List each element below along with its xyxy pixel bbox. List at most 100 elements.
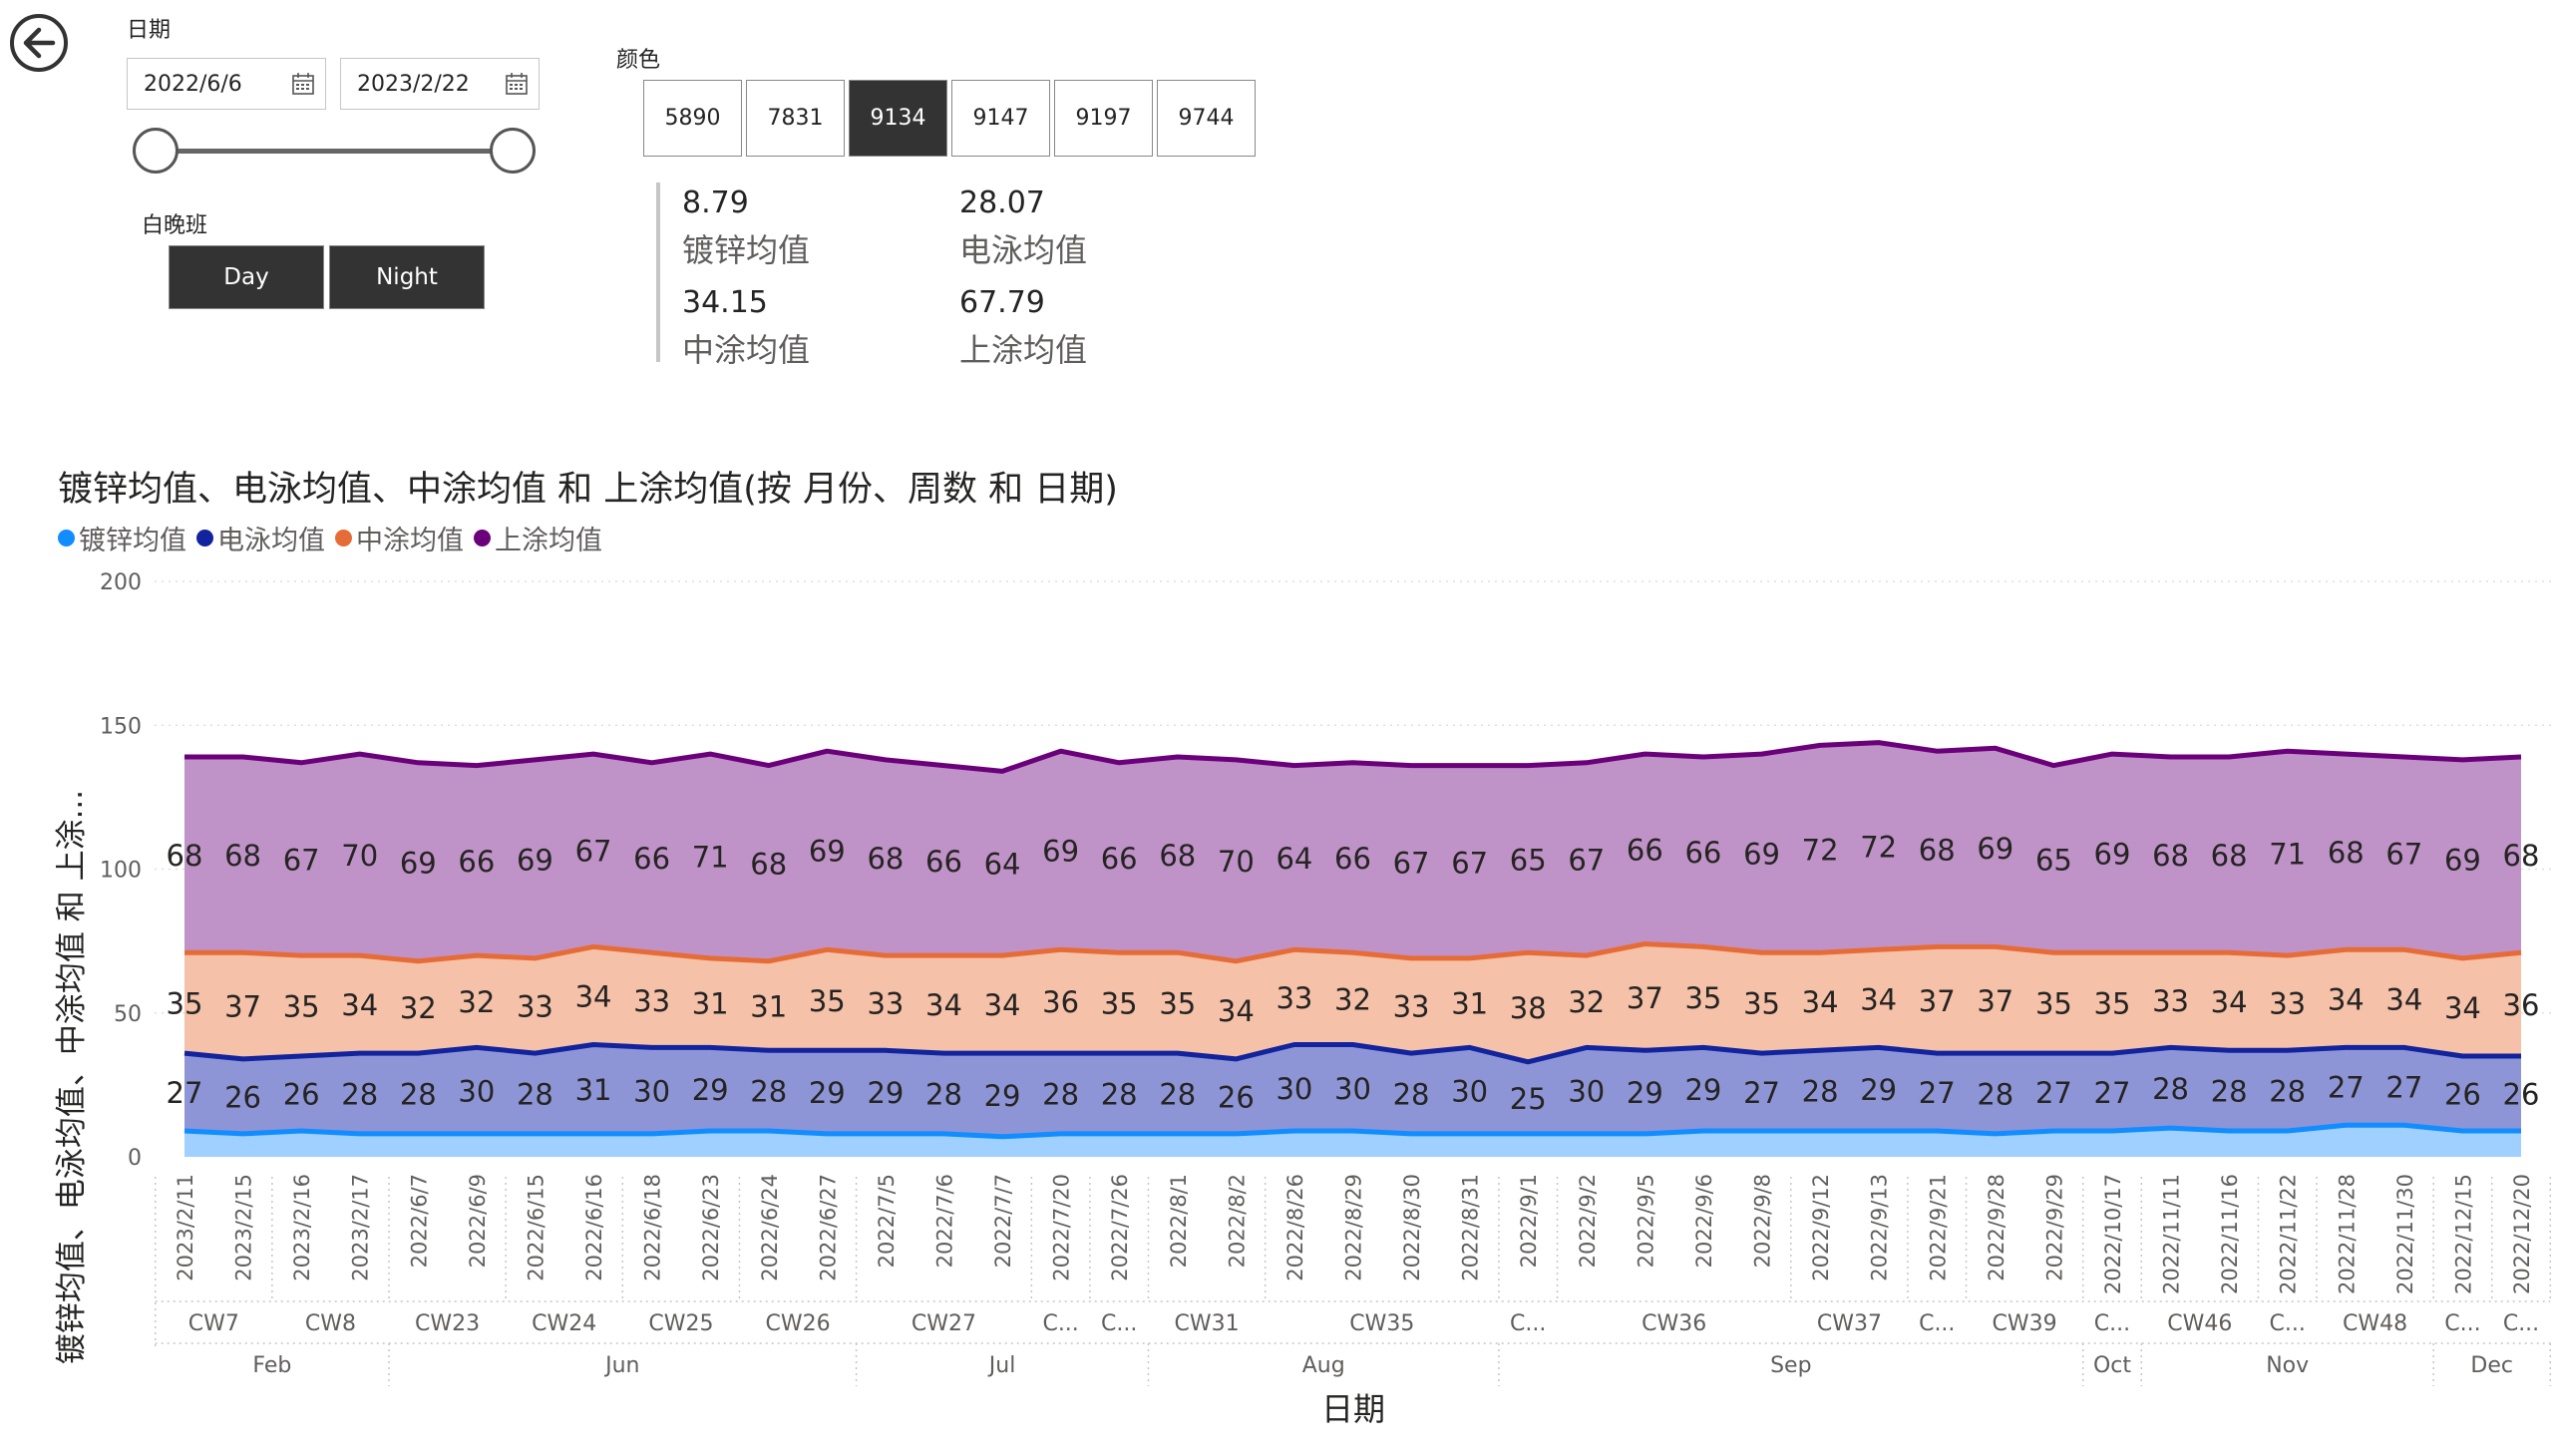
x-tick-label: 2022/6/27	[816, 1174, 840, 1281]
x-tick-label: 2022/9/2	[1576, 1174, 1600, 1268]
chart-legend: 镀锌均值 电泳均值 中涂均值 上涂均值	[58, 519, 612, 557]
data-label-mid: 33	[517, 990, 553, 1024]
data-label-mid: 32	[400, 991, 437, 1025]
data-label-top: 69	[517, 843, 553, 877]
end-date-input[interactable]: 2023/2/22	[340, 58, 540, 110]
legend-item-galv[interactable]: 镀锌均值	[58, 519, 186, 557]
month-group-label: Dec	[2470, 1353, 2513, 1378]
legend-label-galv: 镀锌均值	[79, 526, 186, 556]
data-label-mid: 34	[2385, 982, 2422, 1016]
color-option-9197[interactable]: 9197	[1054, 80, 1153, 157]
data-label-mid: 35	[1684, 981, 1721, 1015]
data-label-top: 66	[1334, 842, 1371, 876]
data-label-top: 71	[692, 841, 729, 875]
date-range-start-handle[interactable]	[133, 128, 179, 174]
data-label-ecoat: 31	[575, 1073, 612, 1107]
x-tick-label: 2022/9/21	[1926, 1174, 1950, 1281]
shift-day-button[interactable]: Day	[169, 245, 324, 309]
data-label-ecoat: 28	[341, 1078, 378, 1112]
x-tick-label: 2022/8/30	[1400, 1174, 1424, 1281]
data-label-top: 69	[1042, 835, 1079, 869]
data-label-ecoat: 29	[984, 1079, 1021, 1113]
data-label-ecoat: 27	[167, 1076, 203, 1110]
color-option-7831[interactable]: 7831	[746, 80, 845, 157]
calendar-icon[interactable]	[291, 72, 315, 96]
data-label-ecoat: 28	[1393, 1078, 1430, 1112]
data-label-ecoat: 30	[1334, 1072, 1371, 1106]
line-ecoat	[183, 1042, 2521, 1065]
data-label-mid: 32	[1334, 982, 1371, 1016]
x-tick-label: 2022/12/20	[2510, 1174, 2534, 1294]
data-label-ecoat: 27	[1919, 1076, 1956, 1110]
calendar-icon[interactable]	[505, 72, 529, 96]
end-date-value: 2023/2/22	[357, 71, 470, 97]
week-group-label: CW46	[2167, 1311, 2232, 1336]
data-label-top: 70	[1218, 845, 1255, 879]
week-group-label: C...	[2094, 1311, 2130, 1336]
data-label-mid: 35	[809, 984, 846, 1018]
x-tick-label: 2022/8/1	[1167, 1174, 1191, 1268]
data-label-ecoat: 26	[283, 1078, 320, 1112]
data-label-ecoat: 28	[2269, 1075, 2306, 1109]
back-button[interactable]	[8, 12, 70, 74]
legend-item-top[interactable]: 上涂均值	[474, 519, 602, 557]
color-option-9744[interactable]: 9744	[1157, 80, 1256, 157]
data-label-top: 69	[2444, 843, 2481, 877]
color-option-5890[interactable]: 5890	[643, 80, 742, 157]
month-group-label: Aug	[1302, 1353, 1345, 1378]
color-filter-label: 颜色	[616, 48, 661, 73]
data-label-ecoat: 28	[1042, 1078, 1079, 1112]
data-label-ecoat: 29	[692, 1073, 729, 1107]
data-label-mid: 34	[2328, 982, 2365, 1016]
month-group-label: Feb	[252, 1353, 291, 1378]
x-tick-label: 2022/6/18	[641, 1174, 665, 1281]
data-label-mid: 33	[2269, 987, 2306, 1021]
data-label-top: 68	[2503, 839, 2540, 873]
kpi-mid-label: 中涂均值	[682, 331, 811, 369]
month-group-label: Jul	[987, 1353, 1016, 1378]
data-label-mid: 34	[1860, 982, 1897, 1016]
x-tick-label: 2022/8/31	[1459, 1174, 1483, 1281]
data-label-mid: 34	[2211, 985, 2248, 1019]
data-label-ecoat: 25	[1510, 1082, 1547, 1116]
data-label-top: 67	[1568, 843, 1605, 877]
legend-label-mid: 中涂均值	[356, 526, 464, 556]
data-label-top: 66	[1101, 842, 1138, 876]
date-range-end-handle[interactable]	[490, 128, 536, 174]
data-label-ecoat: 29	[1684, 1073, 1721, 1107]
start-date-input[interactable]: 2022/6/6	[127, 58, 326, 110]
data-label-top: 68	[1919, 833, 1956, 867]
kpi-mid-value: 34.15	[682, 285, 768, 320]
chart-data-labels: 27 26 26 28 28 30 28 31 30 29 28 29 29 28 29 28 28 28 26 30…	[167, 830, 2540, 1115]
color-option-9147[interactable]: 9147	[951, 80, 1050, 157]
data-label-top: 65	[2035, 843, 2072, 877]
data-label-ecoat: 27	[2035, 1076, 2072, 1110]
data-label-mid: 35	[1743, 987, 1780, 1021]
data-label-top: 69	[400, 846, 437, 880]
color-option-9134[interactable]: 9134	[849, 80, 947, 157]
data-label-mid: 31	[692, 987, 729, 1021]
data-label-mid: 35	[283, 990, 320, 1024]
legend-item-mid[interactable]: 中涂均值	[335, 519, 464, 557]
x-tick-label: 2023/2/15	[232, 1174, 256, 1281]
shift-night-button[interactable]: Night	[329, 245, 485, 309]
y-axis: 0 50 100 150 200	[100, 570, 142, 1171]
legend-label-top: 上涂均值	[495, 526, 602, 556]
week-group-label: CW37	[1817, 1311, 1882, 1336]
y-tick-label: 200	[100, 570, 142, 595]
stacked-area-chart[interactable]: 27 26 26 28 28 30 28 31 30 29 28 29 29 28 29 28 28 28 26 30…	[0, 558, 2553, 1456]
data-label-mid: 34	[341, 988, 378, 1022]
chart-lines	[183, 740, 2522, 1140]
date-range-slider-track[interactable]	[157, 149, 514, 154]
data-label-ecoat: 26	[1218, 1080, 1255, 1114]
y-axis-title: 镀锌均值、电泳均值、中涂均值 和 上涂...	[54, 790, 90, 1364]
data-label-ecoat: 30	[1276, 1072, 1312, 1106]
legend-item-ecoat[interactable]: 电泳均值	[196, 519, 325, 557]
data-label-top: 72	[1802, 833, 1839, 867]
x-tick-label: 2022/9/28	[1985, 1174, 2008, 1281]
back-arrow-icon	[10, 14, 68, 72]
x-tick-label: 2022/7/20	[1050, 1174, 1074, 1281]
data-label-mid: 32	[458, 985, 495, 1019]
data-label-ecoat: 26	[2503, 1078, 2540, 1112]
x-tick-label: 2022/6/16	[582, 1174, 606, 1281]
